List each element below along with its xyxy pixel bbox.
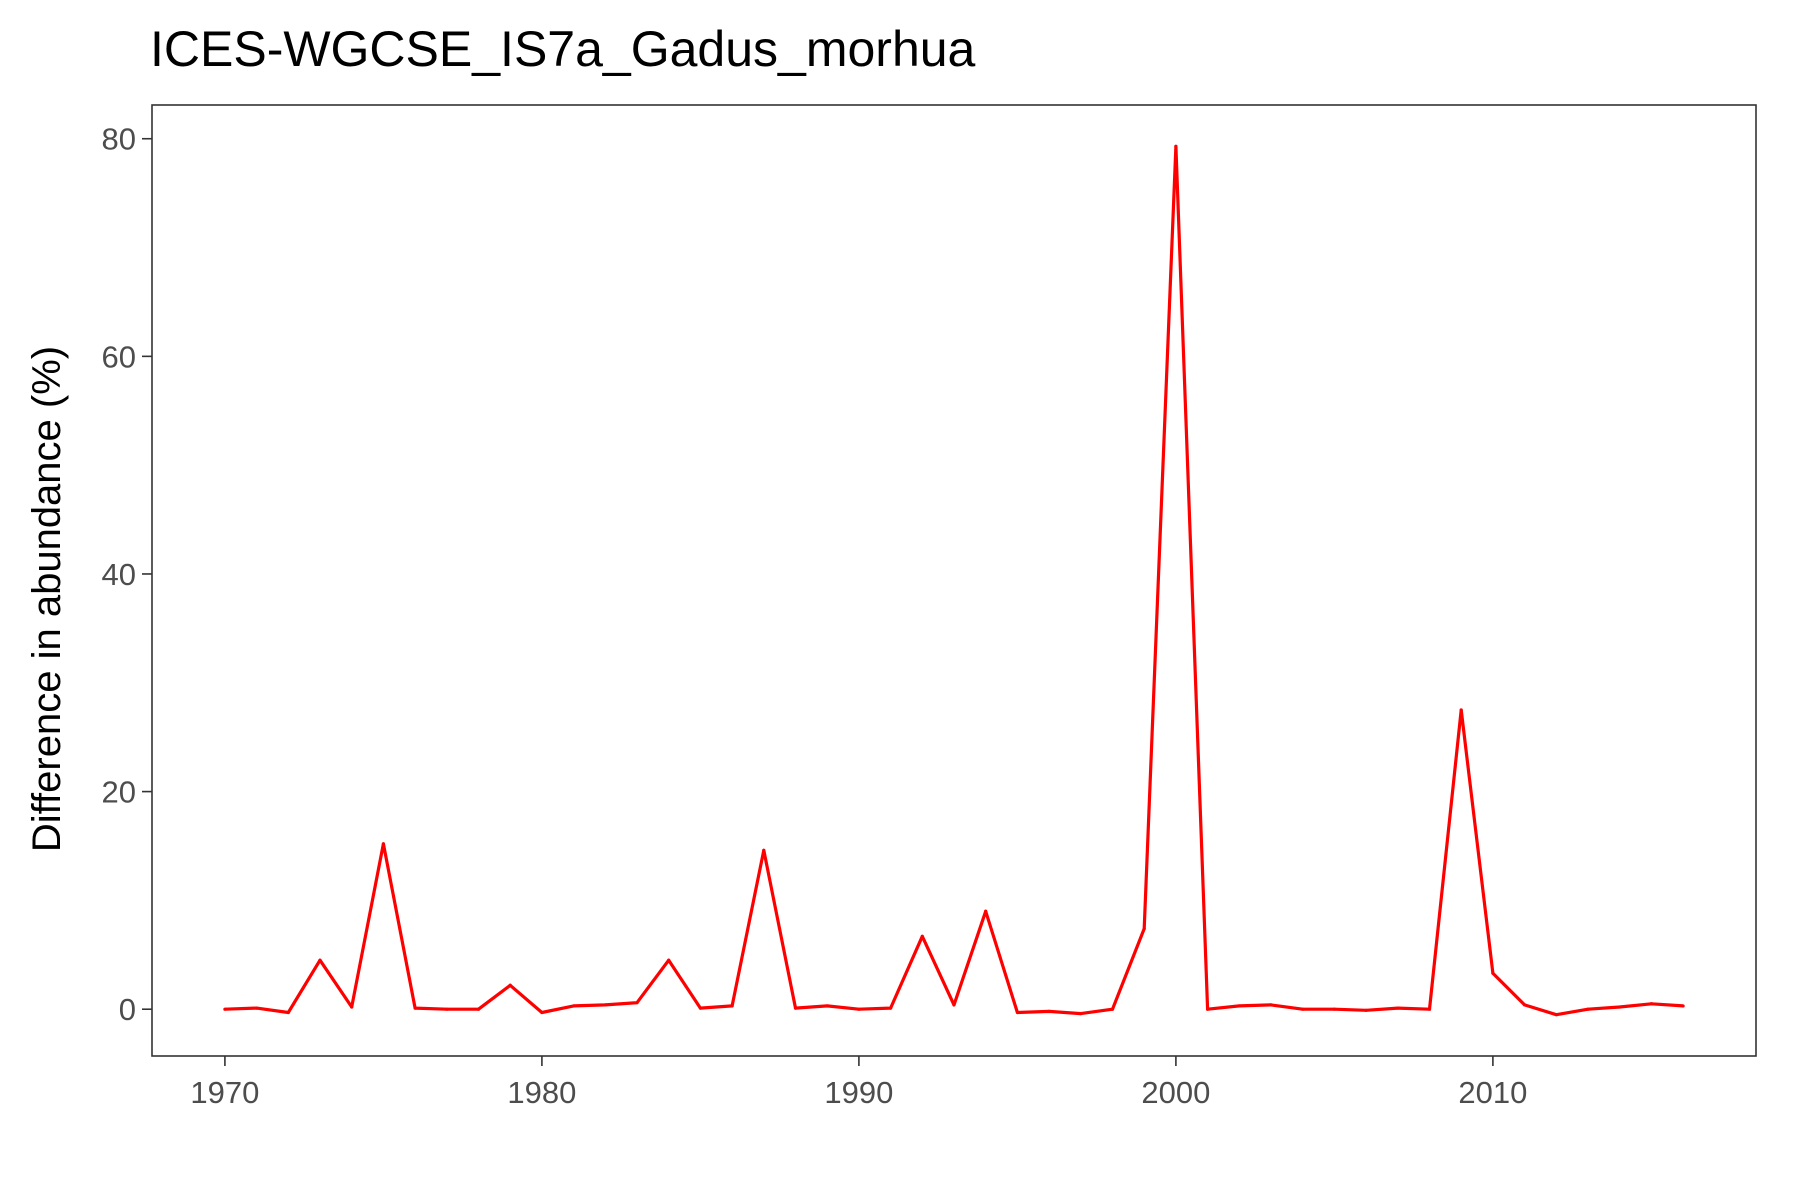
data-point	[920, 934, 924, 938]
data-point	[1427, 1007, 1432, 1011]
x-tick-label: 1970	[190, 1075, 259, 1110]
data-point	[476, 1007, 481, 1011]
data-point	[413, 1006, 417, 1010]
data-point	[1079, 1011, 1083, 1016]
x-tick-label: 2010	[1458, 1075, 1527, 1110]
data-point	[1586, 1007, 1590, 1011]
data-point	[1301, 1007, 1305, 1011]
y-axis-label: Difference in abundance (%)	[25, 346, 69, 852]
data-point	[255, 1006, 259, 1010]
data-point	[825, 1004, 829, 1008]
x-tick-label: 1990	[824, 1075, 893, 1110]
plot-panel	[151, 104, 1757, 1057]
x-tick-label: 2000	[1141, 1075, 1210, 1110]
data-point	[603, 1003, 607, 1007]
data-point	[698, 1006, 703, 1010]
y-tick-label: 40	[102, 557, 136, 592]
data-point	[1142, 927, 1146, 931]
y-tick-label: 20	[102, 775, 136, 810]
data-point	[1681, 1004, 1685, 1008]
data-point	[1269, 1003, 1273, 1007]
data-point	[762, 848, 766, 852]
data-point	[1332, 1007, 1336, 1011]
data-point	[508, 983, 512, 987]
data-point	[572, 1004, 576, 1008]
data-point	[1618, 1005, 1622, 1009]
data-point	[1491, 971, 1495, 975]
data-point	[1396, 1006, 1400, 1010]
data-point	[1015, 1010, 1019, 1015]
data-point	[1554, 1013, 1558, 1017]
data-point	[1047, 1009, 1051, 1013]
series-layer	[223, 144, 1685, 1017]
data-point	[635, 1001, 639, 1005]
data-point	[952, 1003, 956, 1007]
x-axis: 1970 1980 1990 2000 2010	[190, 1056, 1527, 1110]
chart-title: ICES-WGCSE_IS7a_Gadus_morhua	[150, 21, 976, 77]
data-point	[350, 1005, 354, 1009]
y-tick-label: 80	[102, 122, 136, 157]
data-point	[1522, 1003, 1527, 1007]
y-tick-label: 60	[102, 339, 136, 374]
data-point	[540, 1010, 544, 1015]
data-point	[381, 842, 386, 846]
x-tick-label: 1980	[507, 1075, 576, 1110]
data-point	[1174, 144, 1178, 148]
data-point	[793, 1006, 798, 1010]
data-point	[984, 909, 988, 913]
data-point	[1237, 1004, 1241, 1008]
data-point	[445, 1007, 449, 1011]
data-point	[286, 1010, 290, 1015]
data-point	[730, 1004, 734, 1008]
data-point	[1459, 708, 1463, 712]
y-axis: 0 20 40 60 80	[102, 122, 152, 1027]
y-tick-label: 0	[119, 992, 136, 1027]
data-point	[318, 958, 322, 962]
data-point	[889, 1006, 893, 1010]
data-point	[1110, 1007, 1115, 1011]
data-point	[1364, 1008, 1368, 1012]
data-point	[667, 958, 671, 962]
data-point	[1649, 1002, 1653, 1006]
data-point	[857, 1007, 861, 1011]
data-point	[223, 1007, 227, 1011]
data-point	[1205, 1007, 1210, 1011]
